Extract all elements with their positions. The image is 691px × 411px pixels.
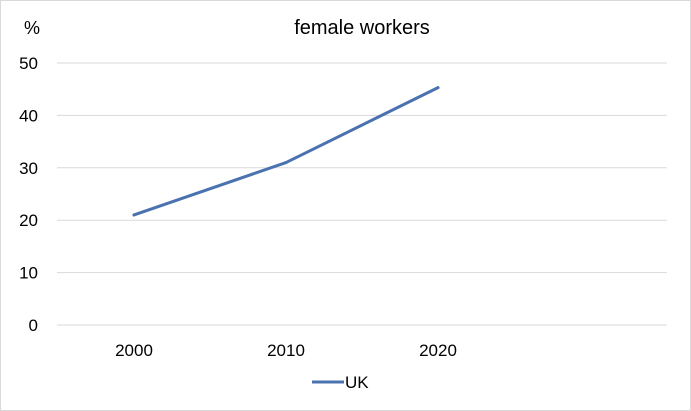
y-tick-label-30: 30 [19, 159, 38, 178]
y-tick-label-20: 20 [19, 211, 38, 230]
y-axis-ticks: 0 10 20 30 40 50 [19, 54, 38, 335]
y-tick-label-40: 40 [19, 106, 38, 125]
x-tick-label-2020: 2020 [419, 341, 457, 360]
y-axis-unit-label: % [24, 18, 40, 38]
data-point-uk-2010 [284, 161, 288, 165]
series-group [132, 86, 440, 217]
series-line-uk [132, 86, 440, 217]
legend-label-uk: UK [345, 373, 369, 392]
legend: UK [312, 373, 369, 392]
x-tick-label-2010: 2010 [267, 341, 305, 360]
x-tick-label-2000: 2000 [115, 341, 153, 360]
y-tick-label-10: 10 [19, 264, 38, 283]
gridlines [57, 62, 667, 326]
data-point-uk-2000 [132, 213, 136, 217]
y-tick-label-0: 0 [29, 316, 38, 335]
x-axis-ticks: 2000 2010 2020 [115, 341, 457, 360]
y-tick-label-50: 50 [19, 54, 38, 73]
chart-title: female workers [294, 17, 430, 39]
data-point-uk-2020 [436, 86, 440, 90]
